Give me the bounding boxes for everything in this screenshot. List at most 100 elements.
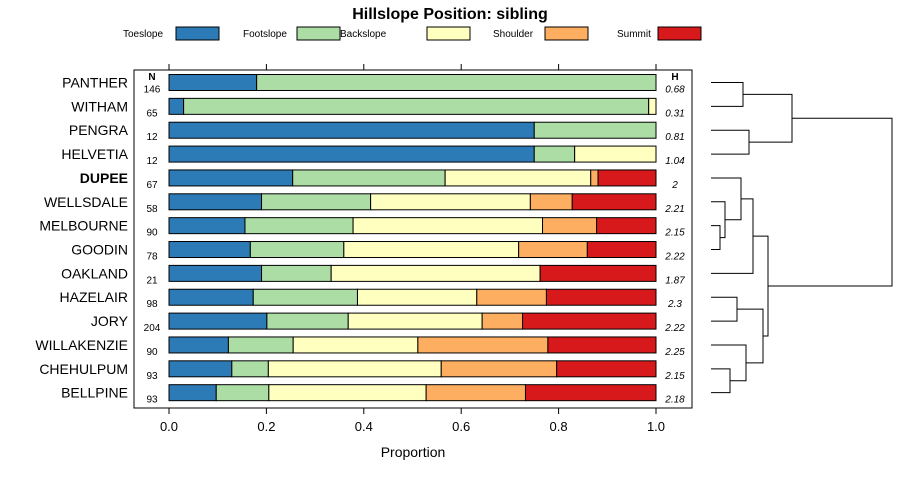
h-value-jory: 2.22 <box>664 323 685 334</box>
bar-witham-toeslope <box>168 97 185 115</box>
series-label-pengra: PENGRA <box>69 122 129 138</box>
bar-hazelair-summit <box>545 288 657 306</box>
x-axis: 0.0 0.2 0.4 0.6 0.8 1.0 <box>160 64 665 434</box>
dendrogram-link <box>753 235 769 337</box>
bar-oakland-backslope <box>330 264 541 282</box>
dendrogram-link <box>711 82 744 107</box>
bar-goodin-shoulder <box>518 241 588 259</box>
bar-chehulpum-shoulder <box>440 360 558 378</box>
bar-hazelair-shoulder <box>476 288 547 306</box>
h-value-bellpine: 2.18 <box>664 395 685 406</box>
bar-pengra-toeslope <box>168 121 535 139</box>
series-label-wellsdale: WELLSDALE <box>44 194 128 210</box>
bar-wellsdale-shoulder <box>529 193 573 211</box>
h-value-melbourne: 2.15 <box>664 228 685 239</box>
bar-wellsdale-toeslope <box>168 193 263 211</box>
legend-label-backslope: Backslope <box>340 29 387 40</box>
legend-swatch-toeslope <box>175 26 220 41</box>
x-tick-label: 0.4 <box>355 419 373 434</box>
legend-label-footslope: Footslope <box>243 29 287 40</box>
bar-rows: PANTHER 146 0.68 WITHAM 65 0.31 PENGRA 12 0.81 HE… <box>35 74 685 406</box>
bar-bellpine-backslope <box>268 384 427 402</box>
bar-melbourne-summit <box>596 217 657 235</box>
bar-melbourne-toeslope <box>168 217 246 235</box>
h-value-witham: 0.31 <box>665 108 684 119</box>
dendrogram-link <box>743 93 793 143</box>
legend: Toeslope Footslope Backslope Shoulder Summit <box>123 26 702 41</box>
n-value-willakenzie: 90 <box>146 347 158 358</box>
bar-bellpine-shoulder <box>425 384 526 402</box>
series-label-witham: WITHAM <box>71 98 128 114</box>
legend-label-toeslope: Toeslope <box>123 29 163 40</box>
bar-willakenzie-shoulder <box>417 336 549 354</box>
x-tick-label: 0.2 <box>257 419 275 434</box>
bar-witham-backslope <box>648 97 657 115</box>
n-column-header: N <box>148 72 155 83</box>
bar-wellsdale-footslope <box>261 193 372 211</box>
h-value-pengra: 0.81 <box>665 132 684 143</box>
bar-melbourne-footslope <box>244 217 354 235</box>
n-value-pengra: 12 <box>146 132 158 143</box>
bar-pengra-footslope <box>533 121 657 139</box>
bar-bellpine-footslope <box>215 384 270 402</box>
bar-hazelair-footslope <box>252 288 358 306</box>
dendrogram-link <box>711 344 747 382</box>
x-tick-label: 1.0 <box>647 419 665 434</box>
x-tick-label: 0.8 <box>550 419 568 434</box>
x-tick-label: 0.6 <box>452 419 470 434</box>
bar-hazelair-backslope <box>356 288 478 306</box>
dendrogram-link <box>737 308 764 364</box>
dendrogram-link <box>711 201 726 239</box>
bar-oakland-footslope <box>261 264 332 282</box>
h-column-header: H <box>671 72 678 83</box>
n-value-wellsdale: 58 <box>146 204 158 215</box>
series-label-helvetia: HELVETIA <box>61 146 128 162</box>
bar-willakenzie-footslope <box>227 336 294 354</box>
h-value-goodin: 2.22 <box>664 252 685 263</box>
bar-dupee-toeslope <box>168 169 294 187</box>
h-value-panther: 0.68 <box>665 85 685 96</box>
bar-dupee-footslope <box>292 169 446 187</box>
bar-chehulpum-backslope <box>267 360 442 378</box>
bar-willakenzie-summit <box>547 336 657 354</box>
bar-bellpine-summit <box>524 384 657 402</box>
bar-panther-toeslope <box>168 74 258 91</box>
n-value-bellpine: 93 <box>146 395 158 406</box>
bar-jory-summit <box>522 312 657 330</box>
bar-melbourne-shoulder <box>542 217 598 235</box>
h-value-hazelair: 2.3 <box>667 299 682 310</box>
bar-dupee-shoulder <box>590 169 599 187</box>
n-value-oakland: 21 <box>146 275 158 286</box>
dendrogram-link <box>711 198 754 274</box>
dendrogram-link <box>711 225 721 251</box>
bar-witham-footslope <box>183 97 650 115</box>
n-value-panther: 146 <box>144 85 161 96</box>
legend-swatch-summit <box>657 26 702 41</box>
bar-jory-shoulder <box>481 312 524 330</box>
bar-chehulpum-summit <box>556 360 657 378</box>
series-label-willakenzie: WILLAKENZIE <box>35 337 128 353</box>
bar-goodin-toeslope <box>168 241 251 259</box>
legend-swatch-backslope <box>426 26 471 41</box>
bar-chehulpum-footslope <box>231 360 269 378</box>
series-label-goodin: GOODIN <box>71 242 128 258</box>
series-label-melbourne: MELBOURNE <box>39 218 128 234</box>
bar-helvetia-toeslope <box>168 145 535 163</box>
dendrogram-link <box>711 129 750 155</box>
dendrogram-link <box>711 296 738 322</box>
series-label-jory: JORY <box>91 313 129 329</box>
n-value-dupee: 67 <box>146 180 158 191</box>
bar-bellpine-toeslope <box>168 384 217 402</box>
series-label-chehulpum: CHEHULPUM <box>39 361 128 377</box>
n-value-hazelair: 98 <box>146 299 158 310</box>
bar-dupee-backslope <box>444 169 592 187</box>
n-value-melbourne: 90 <box>146 228 158 239</box>
bar-helvetia-backslope <box>574 145 657 163</box>
h-value-chehulpum: 2.15 <box>664 371 685 382</box>
n-value-goodin: 78 <box>146 252 158 263</box>
series-label-bellpine: BELLPINE <box>61 385 128 401</box>
series-label-oakland: OAKLAND <box>61 265 128 281</box>
bar-wellsdale-backslope <box>370 193 531 211</box>
series-label-panther: PANTHER <box>62 75 128 91</box>
